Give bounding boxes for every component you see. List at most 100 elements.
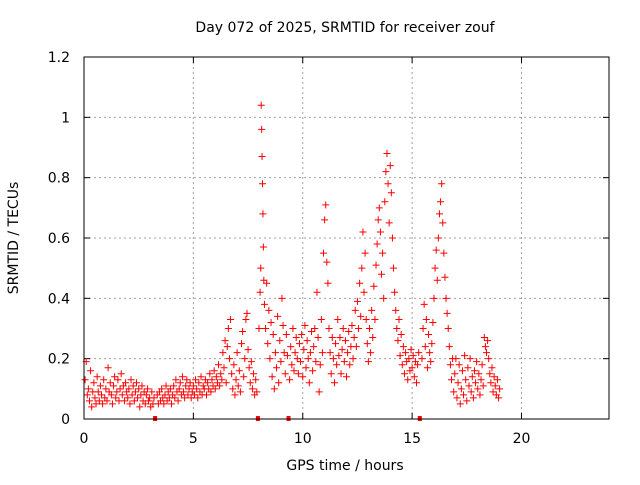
data-point: [180, 388, 188, 396]
data-point: [399, 343, 407, 351]
data-point: [236, 388, 244, 396]
data-point: [391, 288, 399, 296]
data-point: [374, 216, 382, 224]
data-point: [323, 258, 331, 266]
data-point: [446, 361, 454, 369]
data-point: [434, 234, 442, 242]
data-point: [136, 403, 144, 411]
data-point: [259, 210, 267, 218]
data-point: [465, 382, 473, 390]
data-point: [303, 337, 311, 345]
data-point: [490, 373, 498, 381]
data-point: [83, 391, 91, 399]
data-point: [463, 397, 471, 405]
data-point: [197, 373, 205, 381]
data-point: [91, 394, 99, 402]
data-point: [337, 370, 345, 378]
data-point: [288, 361, 296, 369]
y-tick-label: 0.4: [48, 291, 70, 307]
data-point: [484, 337, 492, 345]
data-point: [259, 243, 267, 251]
data-point: [473, 358, 481, 366]
x-tick-label: 15: [403, 431, 421, 447]
data-point: [400, 370, 408, 378]
data-point: [292, 334, 300, 342]
data-point: [383, 150, 391, 158]
data-point: [489, 388, 497, 396]
data-point: [313, 288, 321, 296]
data-point: [317, 315, 325, 323]
data-point: [206, 370, 214, 378]
data-point: [351, 306, 359, 314]
data-point: [308, 328, 315, 336]
data-point: [178, 373, 186, 381]
data-point: [81, 376, 89, 384]
data-point: [280, 349, 288, 357]
data-point: [212, 373, 220, 381]
data-point: [229, 385, 237, 393]
data-point: [468, 373, 476, 381]
data-point: [243, 309, 251, 317]
data-point: [116, 385, 124, 393]
data-point: [283, 352, 291, 360]
data-point: [456, 400, 464, 408]
data-point: [442, 294, 450, 302]
data-point: [381, 198, 389, 206]
data-point: [298, 331, 306, 339]
data-point: [208, 376, 216, 384]
data-point: [233, 349, 241, 357]
data-point: [398, 361, 406, 369]
data-point: [103, 397, 111, 405]
data-point: [466, 355, 474, 363]
data-point: [486, 370, 494, 378]
data-point: [230, 361, 238, 369]
data-point: [370, 282, 378, 290]
data-point: [94, 388, 102, 396]
data-point: [357, 312, 365, 320]
data-point: [361, 249, 369, 257]
data-point: [393, 325, 401, 332]
data-point: [241, 355, 249, 363]
data-point: [87, 367, 95, 375]
data-point: [312, 358, 320, 366]
data-point: [356, 279, 364, 287]
data-point: [435, 210, 443, 218]
data-point: [260, 300, 268, 308]
data-point: [182, 382, 190, 390]
data-point: [256, 288, 264, 296]
data-point: [371, 315, 379, 323]
data-point: [474, 385, 482, 393]
data-point: [310, 343, 318, 351]
data-point: [478, 361, 486, 369]
data-point: [375, 204, 383, 212]
data-point: [422, 315, 430, 323]
data-point: [419, 325, 427, 332]
data-point: [301, 321, 309, 329]
data-point: [428, 340, 436, 348]
data-point: [113, 388, 121, 396]
data-point: [368, 306, 376, 314]
data-point: [414, 361, 422, 369]
data-point: [259, 180, 266, 188]
data-point: [402, 349, 410, 357]
data-point: [162, 382, 170, 390]
data-point: [332, 340, 340, 348]
data-point: [189, 382, 197, 390]
data-point: [388, 234, 396, 242]
data-point: [260, 276, 268, 284]
data-point: [475, 370, 483, 378]
data-point: [440, 249, 448, 257]
data-point: [333, 361, 341, 369]
data-point: [244, 346, 252, 354]
data-point: [181, 394, 189, 402]
data-point: [376, 228, 384, 236]
data-point: [258, 125, 266, 133]
data-point: [458, 367, 466, 375]
data-point: [187, 394, 195, 402]
data-point: [367, 349, 375, 357]
data-point: [271, 349, 279, 357]
data-point: [496, 385, 504, 393]
data-point: [329, 355, 337, 363]
data-point: [174, 397, 182, 405]
